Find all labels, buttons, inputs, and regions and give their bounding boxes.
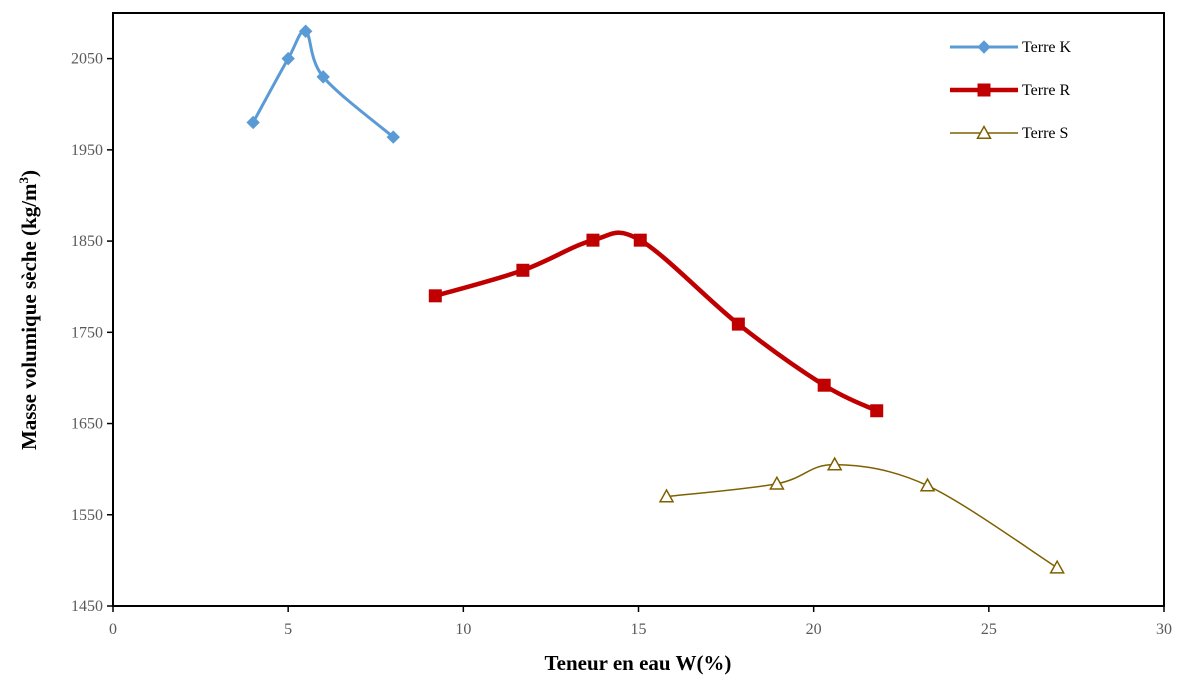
y-axis-title: Masse volumique sèche (kg/m3)	[16, 170, 41, 450]
y-tick-label: 1850	[71, 233, 103, 250]
data-point-terre-k	[386, 130, 400, 144]
x-tick-label: 0	[109, 621, 117, 638]
series-terre-r	[428, 230, 884, 418]
series-terre-k	[246, 24, 400, 144]
data-point-terre-s	[658, 488, 675, 503]
y-tick-label: 1650	[71, 416, 103, 433]
y-tick-label: 1450	[71, 598, 103, 615]
x-tick-label: 25	[981, 621, 997, 638]
data-point-terre-r	[633, 233, 647, 247]
legend-item-terre-s: Terre S	[950, 124, 1068, 142]
x-tick-label: 10	[455, 621, 471, 638]
data-point-terre-k	[281, 51, 295, 66]
y-tick-label: 1750	[71, 324, 103, 341]
x-tick-label: 20	[806, 621, 822, 638]
data-point-terre-r	[586, 233, 600, 247]
x-tick-label: 30	[1156, 621, 1172, 638]
y-axis-title-end: )	[17, 170, 41, 177]
data-point-terre-s	[919, 477, 936, 492]
x-tick-label: 15	[631, 621, 647, 638]
data-point-terre-k	[298, 24, 313, 38]
y-axis-title-sup: 3	[16, 176, 31, 183]
y-tick-label: 1950	[71, 142, 103, 159]
y-tick-label: 2050	[71, 51, 103, 68]
legend-marker-terre-k	[977, 40, 991, 54]
data-point-terre-r	[516, 263, 530, 277]
legend-label-terre-k: Terre K	[1022, 39, 1072, 56]
data-point-terre-r	[870, 404, 884, 418]
data-point-terre-r	[731, 317, 745, 331]
legend-marker-terre-r	[977, 83, 991, 97]
data-point-terre-s	[826, 456, 843, 471]
legend-marker-terre-s	[976, 124, 992, 139]
data-point-terre-s	[1049, 559, 1065, 574]
legend-label-terre-s: Terre S	[1022, 125, 1068, 142]
y-axis-ticks: 1450 1550 1650 1750 1850 1950 2050	[71, 51, 113, 615]
y-axis-title-main: Masse volumique sèche (kg/m	[17, 183, 41, 450]
legend: Terre K Terre R Terre S	[950, 39, 1072, 142]
data-point-terre-s	[769, 475, 785, 490]
plot-area	[112, 12, 1165, 607]
y-tick-label: 1550	[71, 507, 103, 524]
x-tick-label: 5	[284, 621, 292, 638]
data-point-terre-k	[246, 115, 260, 130]
series-layer	[246, 24, 1065, 574]
legend-label-terre-r: Terre R	[1022, 82, 1071, 99]
legend-item-terre-r: Terre R	[950, 82, 1071, 99]
data-point-terre-r	[428, 289, 442, 303]
legend-item-terre-k: Terre K	[950, 39, 1072, 56]
x-axis-ticks: 0 5 10 15 20 25 30	[109, 606, 1172, 638]
series-terre-s	[658, 456, 1065, 574]
x-axis-title: Teneur en eau W(%)	[545, 651, 732, 675]
data-point-terre-k	[316, 70, 330, 84]
data-point-terre-r	[817, 378, 831, 392]
